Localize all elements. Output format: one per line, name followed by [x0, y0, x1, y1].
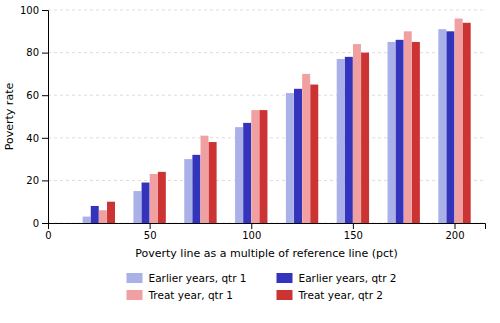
bar-series [107, 23, 471, 223]
tick: 200 [445, 223, 464, 241]
tick-mark [251, 223, 252, 229]
bar [91, 206, 99, 223]
bar [142, 183, 150, 223]
bar [235, 127, 243, 223]
bar-series [99, 19, 463, 223]
tick: 100 [20, 5, 48, 16]
bar [463, 23, 471, 223]
bar [361, 53, 369, 223]
legend-swatch [127, 273, 143, 283]
bar [396, 40, 404, 223]
tick-label: 50 [144, 230, 157, 241]
tick-label: 150 [344, 230, 363, 241]
tick-label: 100 [20, 5, 39, 16]
tick-label: 0 [45, 230, 51, 241]
legend-label: Earlier years, qtr 1 [149, 272, 247, 284]
tick-label: 0 [33, 218, 39, 229]
bar [259, 110, 267, 223]
legend-label: Treat year, qtr 1 [148, 289, 234, 301]
tick-label: 200 [445, 230, 464, 241]
tick: 0 [45, 223, 51, 241]
tick-mark [42, 53, 48, 54]
bar [294, 89, 302, 223]
bar [201, 136, 209, 223]
legend-swatch [277, 290, 293, 300]
tick-label: 60 [26, 90, 39, 101]
tick: 100 [242, 223, 261, 241]
tick: 20 [26, 175, 48, 186]
tick-mark [150, 223, 151, 229]
tick-label: 80 [26, 47, 39, 58]
tick: 50 [144, 223, 157, 241]
legend: Earlier years, qtr 1 Earlier years, qtr 2… [127, 272, 397, 301]
axis-line [42, 11, 49, 224]
tick-label: 100 [242, 230, 261, 241]
bar [209, 142, 217, 223]
grid [48, 10, 485, 223]
axis-line [49, 224, 486, 230]
legend-swatch [127, 290, 143, 300]
bar [388, 42, 396, 223]
bar [446, 31, 454, 223]
legend-label: Earlier years, qtr 2 [299, 272, 397, 284]
tick-mark [353, 223, 354, 229]
bar [243, 123, 251, 223]
legend-item: Treat year, qtr 1 [127, 289, 234, 301]
chart: 0 50 100 150 200 0 20 40 60 80 100 Poverty line as … [0, 0, 500, 323]
tick: 80 [26, 47, 48, 58]
tick-mark [42, 138, 48, 139]
tick-mark [455, 223, 456, 229]
tick: 60 [26, 90, 48, 101]
bar [455, 19, 463, 223]
tick-label: 20 [26, 175, 39, 186]
y-axis: 0 20 40 60 80 100 [20, 5, 49, 229]
bars [83, 19, 471, 223]
bar [184, 159, 192, 223]
bar [337, 59, 345, 223]
tick-mark [42, 10, 48, 11]
tick: 150 [344, 223, 363, 241]
legend-item: Treat year, qtr 2 [277, 289, 384, 301]
bar [99, 210, 107, 223]
bar [353, 44, 361, 223]
bar-series [83, 29, 447, 223]
bar [345, 57, 353, 223]
bar [438, 29, 446, 223]
grid-line [48, 10, 485, 11]
bar [133, 191, 141, 223]
legend-label: Treat year, qtr 2 [298, 289, 384, 301]
bar [83, 217, 91, 223]
bar [310, 85, 318, 223]
legend-item: Earlier years, qtr 1 [127, 272, 247, 284]
x-axis-title: Poverty line as a multiple of reference … [135, 247, 397, 260]
bar [286, 93, 294, 223]
plot: 0 50 100 150 200 0 20 40 60 80 100 [20, 5, 486, 241]
tick-label: 40 [26, 133, 39, 144]
bar [158, 172, 166, 223]
tick-mark [42, 95, 48, 96]
bar [412, 42, 420, 223]
y-axis-title: Poverty rate [3, 83, 16, 151]
tick: 40 [26, 133, 48, 144]
bar [192, 155, 200, 223]
bar [251, 110, 259, 223]
bar [107, 202, 115, 223]
x-axis: 0 50 100 150 200 [45, 223, 485, 241]
bar [302, 74, 310, 223]
tick-mark [42, 180, 48, 181]
bar [404, 31, 412, 223]
bar [150, 174, 158, 223]
tick: 0 [33, 218, 48, 229]
legend-swatch [277, 273, 293, 283]
bar-series [91, 31, 455, 223]
legend-item: Earlier years, qtr 2 [277, 272, 397, 284]
tick-mark [42, 223, 48, 224]
